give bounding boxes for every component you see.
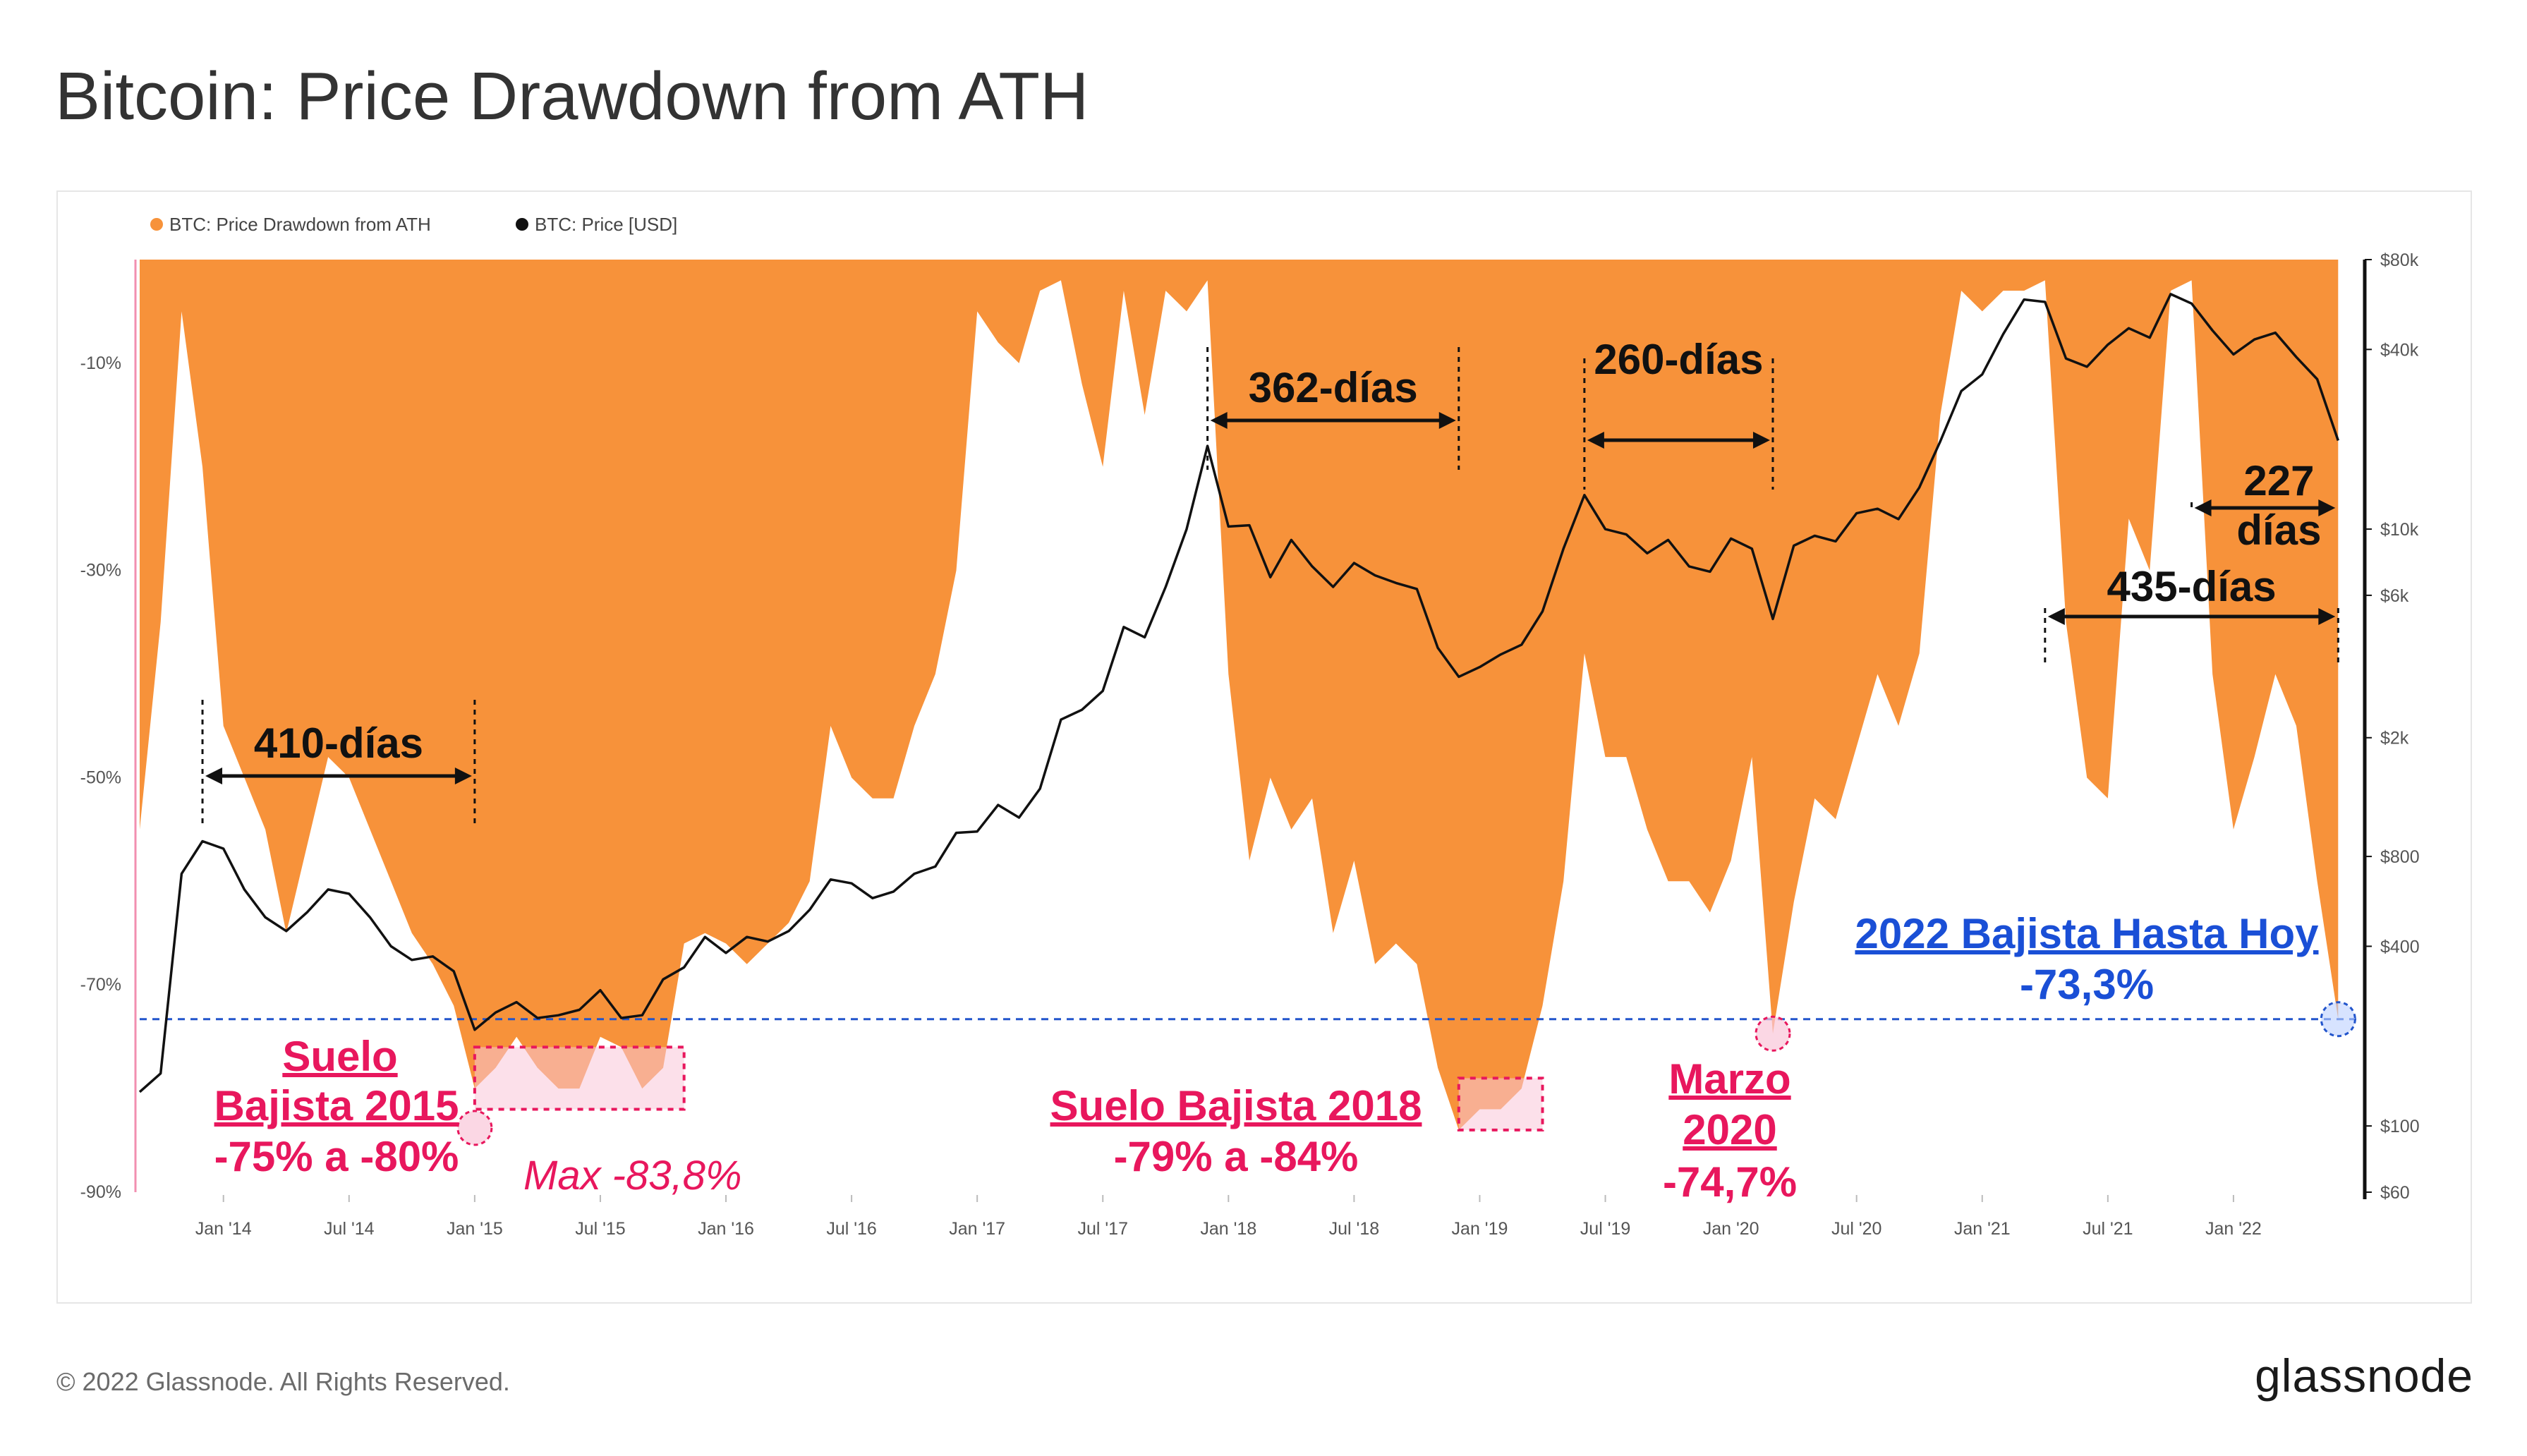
floor-2015-max: Max -83,8% — [523, 1153, 741, 1199]
interval-260-arrowhead-right — [1752, 432, 1770, 449]
x-tick: Jan '22 — [2205, 1219, 2262, 1239]
legend-label-drawdown: BTC: Price Drawdown from ATH — [169, 214, 431, 235]
legend-label-price: BTC: Price [USD] — [535, 214, 677, 235]
floor-2015-range: -75% a -80% — [214, 1133, 459, 1180]
floor-2018-title: Suelo Bajista 2018 — [1050, 1082, 1422, 1129]
current-2022-marker — [2320, 1001, 2356, 1038]
march-2020-title-line1: Marzo — [1668, 1055, 1790, 1103]
x-tick: Jan '19 — [1452, 1219, 1508, 1239]
y-left-tick: -50% — [80, 768, 121, 787]
floor-2018-range: -79% a -84% — [1114, 1133, 1359, 1180]
x-tick: Jul '19 — [1580, 1219, 1630, 1239]
drawdown-chart: -10% -30% -50% -70% -90% $80k $40k $10k $6k $2k $8… — [80, 214, 2420, 1239]
copyright-text: © 2022 Glassnode. All Rights Reserved. — [56, 1367, 510, 1396]
glassnode-logo: glassnode — [2255, 1349, 2473, 1402]
y-right-tick: $10k — [2380, 520, 2419, 540]
y-right-tick: $400 — [2380, 937, 2420, 957]
floor-2015-box — [473, 1045, 686, 1111]
y-right-tick: $100 — [2380, 1117, 2420, 1136]
y-left-tick: -30% — [80, 561, 121, 581]
interval-410-arrowhead-right — [454, 768, 472, 784]
interval-227-arrowhead-left — [2194, 499, 2212, 516]
interval-260-label: 260-días — [1594, 336, 1763, 383]
interval-362-label: 362-días — [1249, 364, 1418, 411]
y-right-tick: $80k — [2380, 250, 2419, 270]
current-2022-value: -73,3% — [2020, 961, 2154, 1008]
max-2015-marker — [456, 1110, 493, 1146]
x-tick: Jan '17 — [949, 1219, 1005, 1239]
interval-410-arrowhead-left — [205, 768, 223, 784]
y-left-tick: -10% — [80, 353, 121, 373]
floor-2015-title-line1: Suelo — [282, 1033, 397, 1080]
floor-2015-title-line2: Bajista 2015 — [214, 1082, 459, 1129]
interval-435-label: 435-días — [2107, 563, 2276, 610]
march-2020-value: -74,7% — [1663, 1158, 1797, 1206]
y-left-tick: -70% — [80, 975, 121, 995]
drawdown-area — [140, 260, 2339, 1130]
page-title: Bitcoin: Price Drawdown from ATH — [55, 59, 1089, 134]
x-tick: Jul '20 — [1831, 1219, 1881, 1239]
interval-435-arrowhead-right — [2318, 608, 2336, 625]
legend-marker-price — [516, 218, 528, 231]
x-tick: Jan '16 — [698, 1219, 754, 1239]
x-tick: Jul '21 — [2083, 1219, 2133, 1239]
march-2020-marker — [1755, 1015, 1791, 1052]
current-2022-title: 2022 Bajista Hasta Hoy — [1855, 910, 2319, 957]
interval-227-label-line2: días — [2236, 506, 2321, 554]
chart-container: -10% -30% -50% -70% -90% $80k $40k $10k $6k $2k $8… — [56, 190, 2472, 1304]
y-right-tick: $40k — [2380, 340, 2419, 360]
y-right-tick: $6k — [2380, 586, 2409, 606]
x-tick: Jan '18 — [1200, 1219, 1256, 1239]
x-tick: Jan '21 — [1954, 1219, 2011, 1239]
interval-362-arrowhead-left — [1210, 412, 1228, 429]
interval-410-label: 410-días — [254, 720, 423, 767]
x-tick: Jul '14 — [324, 1219, 375, 1239]
interval-227-label: 227 — [2243, 457, 2314, 504]
march-2020-title-line2: 2020 — [1683, 1106, 1776, 1153]
y-right-tick: $60 — [2380, 1183, 2410, 1203]
y-right-tick: $800 — [2380, 847, 2420, 867]
x-tick: Jul '17 — [1078, 1219, 1128, 1239]
x-tick: Jan '14 — [195, 1219, 252, 1239]
x-tick: Jul '15 — [575, 1219, 625, 1239]
interval-227-arrowhead-right — [2318, 499, 2336, 516]
floor-2018-box — [1457, 1076, 1544, 1132]
price-line — [138, 293, 2339, 1093]
x-tick: Jul '18 — [1329, 1219, 1379, 1239]
y-left-tick: -90% — [80, 1182, 121, 1202]
legend-marker-drawdown — [150, 218, 163, 231]
x-tick: Jul '16 — [826, 1219, 876, 1239]
interval-435-arrowhead-left — [2047, 608, 2065, 625]
y-right-tick: $2k — [2380, 729, 2409, 748]
x-tick: Jan '20 — [1703, 1219, 1759, 1239]
interval-260-arrowhead-left — [1587, 432, 1604, 449]
x-tick: Jan '15 — [447, 1219, 503, 1239]
interval-362-arrowhead-right — [1438, 412, 1456, 429]
